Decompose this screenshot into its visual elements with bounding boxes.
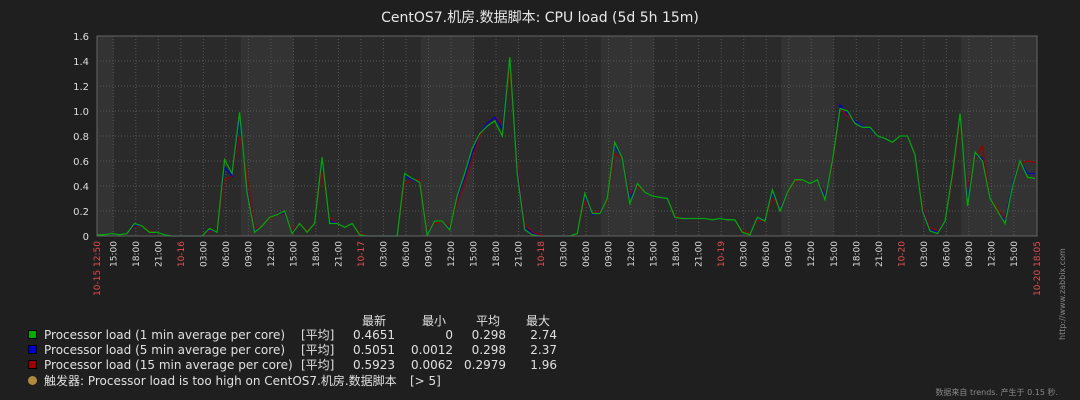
x-tick-label-6: 06:00: [222, 241, 232, 267]
x-tick-label-12: 10-17: [357, 241, 367, 267]
legend-swatch-15min: [28, 360, 37, 369]
legend-header-max: 最大: [525, 314, 550, 328]
x-tick-label-36: 10-20: [897, 241, 907, 267]
y-tick-label-8: 1.6: [73, 32, 89, 43]
x-tick-label-33: 15:00: [830, 241, 840, 267]
x-tick-label-35: 21:00: [875, 241, 885, 267]
legend-func-5min: [平均]: [301, 343, 335, 357]
legend-max-15min: 1.96: [530, 358, 557, 372]
x-tick-label-20: 10-18: [537, 241, 547, 267]
y-tick-label-7: 1.4: [73, 57, 89, 68]
legend-header-min: 最小: [421, 314, 446, 328]
x-tick-label-8: 12:00: [267, 241, 277, 267]
y-tick-label-0: 0: [83, 232, 89, 243]
night-band-5: [833, 36, 962, 236]
x-tick-label-9: 15:00: [289, 241, 299, 267]
legend-row-trigger: 触发器: Processor load is too high on CentO…: [28, 374, 728, 388]
x-tick-label-31: 09:00: [785, 241, 795, 267]
legend-header-last: 最新: [361, 314, 386, 328]
x-tick-label-5: 03:00: [199, 241, 209, 267]
x-tick-label-42: 10-20 18:05: [1033, 241, 1043, 296]
x-tick-label-25: 15:00: [650, 241, 660, 267]
legend-row-15min: Processor load (15 min average per core)…: [28, 358, 728, 372]
legend-max-5min: 2.37: [530, 343, 557, 357]
trigger-name: 触发器: Processor load is too high on CentO…: [44, 374, 397, 388]
x-tick-label-3: 21:00: [154, 241, 164, 267]
legend-swatch-5min: [28, 345, 37, 354]
zabbix-url-label: http://www.zabbix.com: [1058, 248, 1067, 340]
night-band-3: [473, 36, 602, 236]
trigger-dot-icon: [28, 376, 37, 385]
x-tick-label-18: 18:00: [492, 241, 502, 267]
legend-swatch-1min: [28, 330, 37, 339]
night-band-2: [293, 36, 421, 236]
x-tick-label-21: 03:00: [560, 241, 570, 267]
legend-name-15min: Processor load (15 min average per core): [44, 358, 293, 372]
y-tick-label-1: 0.2: [73, 207, 89, 218]
x-tick-label-15: 09:00: [424, 241, 434, 267]
x-tick-label-27: 21:00: [695, 241, 705, 267]
legend-header-avg: 平均: [475, 314, 500, 328]
cpu-load-chart: CentOS7.机房.数据脚本: CPU load (5d 5h 15m) 0 0.…: [73, 10, 1043, 296]
x-tick-label-23: 09:00: [605, 241, 615, 267]
y-tick-label-6: 1.2: [73, 82, 89, 93]
y-tick-label-2: 0.4: [73, 182, 89, 193]
x-tick-label-37: 03:00: [920, 241, 930, 267]
x-tick-label-11: 21:00: [334, 241, 344, 267]
x-tick-label-28: 10-19: [717, 241, 727, 267]
legend-avg-5min: 0.298: [471, 343, 506, 357]
x-tick-label-41: 15:00: [1010, 241, 1020, 267]
y-tick-label-5: 1.0: [73, 107, 89, 118]
legend-avg-15min: 0.2979: [464, 358, 506, 372]
legend-min-15min: 0.0062: [411, 358, 453, 372]
x-tick-label-32: 12:00: [807, 241, 817, 267]
y-tick-label-3: 0.6: [73, 157, 89, 168]
x-tick-label-13: 03:00: [379, 241, 389, 267]
legend-func-15min: [平均]: [301, 358, 335, 372]
legend: 最新 最小 平均 最大 Processor load (1 min averag…: [28, 312, 728, 396]
chart-title: CentOS7.机房.数据脚本: CPU load (5d 5h 15m): [381, 10, 699, 26]
legend-min-5min: 0.0012: [411, 343, 453, 357]
x-tick-label-10: 18:00: [312, 241, 322, 267]
x-tick-label-39: 09:00: [965, 241, 975, 267]
legend-last-15min: 0.5923: [353, 358, 395, 372]
legend-last-5min: 0.5051: [353, 343, 395, 357]
legend-min-1min: 0: [445, 328, 453, 342]
legend-row-1min: Processor load (1 min average per core) …: [28, 328, 728, 342]
x-tick-label-24: 12:00: [627, 241, 637, 267]
x-tick-label-4: 10-16: [177, 241, 187, 267]
x-tick-label-16: 12:00: [447, 241, 457, 267]
legend-row-5min: Processor load (5 min average per core) …: [28, 343, 728, 357]
x-tick-label-38: 06:00: [942, 241, 952, 267]
legend-avg-1min: 0.298: [471, 328, 506, 342]
x-tick-label-0: 10-15 12:50: [93, 241, 103, 296]
plot-border: [96, 35, 1038, 237]
x-tick-label-2: 18:00: [132, 241, 142, 267]
night-band-1: [113, 36, 241, 236]
legend-name-5min: Processor load (5 min average per core): [44, 343, 286, 357]
legend-max-1min: 2.74: [530, 328, 557, 342]
x-tick-label-26: 18:00: [672, 241, 682, 267]
legend-func-1min: [平均]: [301, 328, 335, 342]
x-tick-label-14: 06:00: [402, 241, 412, 267]
x-tick-label-34: 18:00: [852, 241, 862, 267]
x-tick-label-7: 09:00: [244, 241, 254, 267]
x-tick-label-40: 12:00: [987, 241, 997, 267]
x-tick-label-19: 21:00: [515, 241, 525, 267]
footer-note: 数据来自 trends. 产生于 0.15 秒.: [935, 388, 1058, 397]
trigger-condition: [> 5]: [410, 374, 441, 388]
x-tick-label-17: 15:00: [470, 241, 480, 267]
legend-last-1min: 0.4651: [353, 328, 395, 342]
x-tick-label-29: 03:00: [740, 241, 750, 267]
legend-name-1min: Processor load (1 min average per core): [44, 328, 286, 342]
x-tick-label-22: 06:00: [582, 241, 592, 267]
x-tick-label-30: 06:00: [762, 241, 772, 267]
x-tick-label-1: 15:00: [109, 241, 119, 267]
night-band-4: [653, 36, 782, 236]
y-tick-label-4: 0.8: [73, 132, 89, 143]
